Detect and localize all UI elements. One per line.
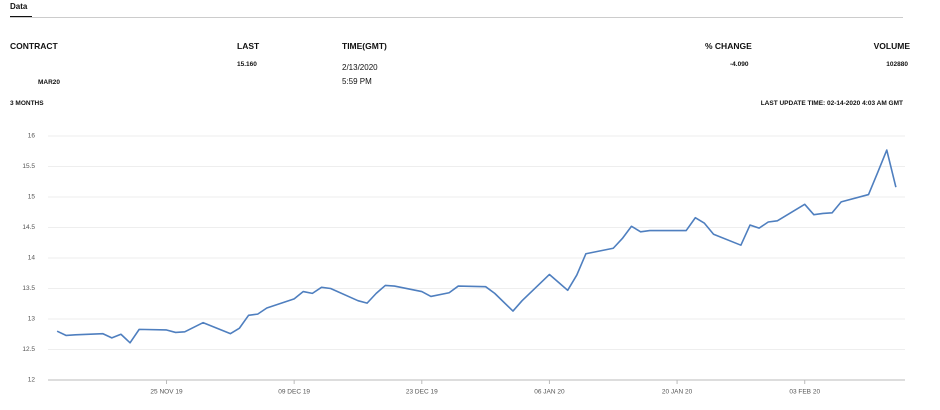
divider (10, 17, 903, 18)
tab[interactable]: Data (10, 2, 28, 11)
volume: 102880 (886, 61, 908, 68)
y-tick-label: 12 (28, 377, 36, 384)
last: 15.160 (237, 61, 257, 68)
header: CONTRACT (10, 41, 58, 51)
x-tick-label: 25 NOV 19 (150, 389, 183, 396)
y-tick-label: 13.5 (22, 285, 35, 292)
x-tick-label: 06 JAN 20 (534, 389, 565, 396)
header: LAST (237, 41, 260, 51)
change: -4.090 (730, 61, 749, 68)
x-tick-label: 23 DEC 19 (406, 389, 438, 396)
date: 2/13/2020 (342, 63, 378, 72)
y-tick-label: 16 (28, 133, 36, 140)
x-tick-label: 09 DEC 19 (278, 389, 310, 396)
y-tick-label: 15 (28, 194, 36, 201)
header: % CHANGE (705, 41, 752, 51)
x-tick-label: 03 FEB 20 (789, 389, 820, 396)
last-update: LAST UPDATE TIME: 02-14-2020 4:03 AM GMT (760, 100, 903, 107)
y-tick-label: 15.5 (22, 163, 35, 170)
contract: MAR20 (38, 79, 61, 86)
y-tick-label: 13 (28, 316, 36, 323)
x-tick-label: 20 JAN 20 (662, 389, 693, 396)
y-tick-label: 12.5 (22, 346, 35, 353)
range-label[interactable]: 3 MONTHS (10, 100, 44, 107)
time: 5:59 PM (342, 77, 372, 86)
header: TIME(GMT) (342, 41, 387, 51)
header: VOLUME (873, 41, 910, 51)
line (56, 149, 897, 344)
y-tick-label: 14.5 (22, 224, 35, 231)
y-tick-label: 14 (28, 255, 36, 262)
